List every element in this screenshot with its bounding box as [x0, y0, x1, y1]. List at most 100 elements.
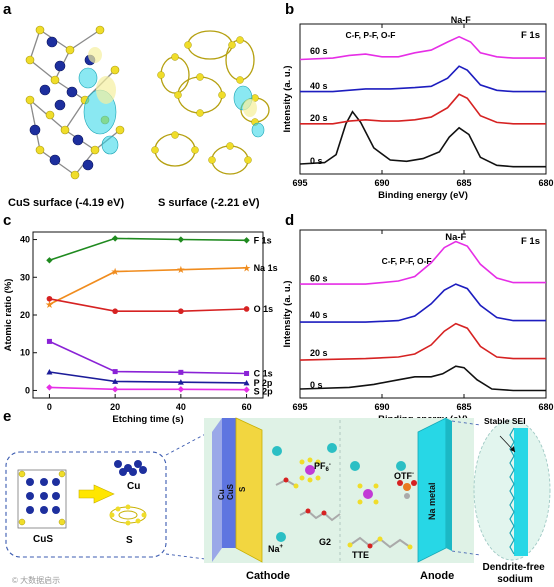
x-tick-label: 680: [538, 402, 553, 412]
inset-cus-label: CuS: [33, 534, 53, 545]
panel-c: c 0 20 40 60 0 10 20 30 40 Etching time (s) Atomic …: [3, 212, 278, 425]
data-point: ★: [45, 300, 54, 311]
x-tick-label: 0: [47, 402, 52, 412]
otf-anion-icon: [397, 480, 417, 499]
series-label: 0 s: [310, 380, 323, 390]
g2-molecule-icon: [299, 508, 341, 522]
x-tick-label: 680: [538, 178, 553, 188]
watermark: © 大数据启示: [12, 575, 60, 585]
panel-e: e CuS Cu: [3, 408, 551, 585]
series-line-60s: [300, 240, 546, 285]
panel-d-label: d: [285, 212, 294, 229]
x-tick-label: 685: [456, 178, 471, 188]
na-ion-icon: [327, 443, 337, 453]
s-surface-caption: S surface (-2.21 eV): [158, 197, 260, 209]
y-tick-label: 0: [25, 385, 30, 395]
s-surface-model: [151, 30, 270, 175]
data-point: [46, 384, 53, 391]
panel-a: a: [3, 1, 270, 209]
series-line-0s: [299, 365, 546, 392]
series-line-O1s: [49, 298, 247, 313]
panel-c-label: c: [3, 212, 11, 229]
data-point: ★: [242, 263, 251, 274]
panel-d: d695690685680Binding energy (eV)Intensit…: [282, 212, 554, 425]
cathode-face-label: S: [238, 486, 247, 492]
panel-e-label: e: [3, 408, 11, 425]
tte-molecule-icon: [347, 536, 413, 550]
x-tick-label: 695: [292, 402, 307, 412]
na-ion-icon: [272, 446, 282, 456]
data-point: ★: [176, 265, 185, 276]
tte-label: TTE: [352, 550, 369, 560]
data-point: ★: [111, 267, 120, 278]
annotation-naf: Na-F: [445, 232, 466, 243]
series-line-0s: [299, 110, 546, 168]
x-tick-label: 690: [374, 178, 389, 188]
x-tick-label: 60: [242, 402, 252, 412]
anode-electrode: Na metal: [417, 417, 452, 563]
data-point: [243, 379, 250, 386]
series-label: 40 s: [310, 310, 328, 320]
series-line-Na1s: [49, 267, 247, 306]
structure-inset: CuS Cu S: [5, 451, 167, 558]
otf-label: OTF-: [394, 471, 414, 481]
series-label: 40 s: [310, 81, 328, 91]
x-tick-label: 20: [110, 402, 120, 412]
na-plus-label: Na+: [268, 544, 284, 554]
cus-surface-caption: CuS surface (-4.19 eV): [8, 197, 124, 209]
dendrite-free-line-2: sodium: [497, 574, 533, 585]
data-point: [244, 370, 250, 376]
plot-frame: [299, 23, 547, 175]
cus-surface-model: [25, 25, 125, 180]
g2-label: G2: [319, 537, 331, 547]
data-point: [178, 308, 184, 315]
pf6-label: PF6-: [314, 461, 331, 473]
dendrite-free-line-1: Dendrite-free: [482, 562, 545, 573]
anode-label: Anode: [420, 570, 454, 582]
series-line-60s: [299, 35, 546, 61]
data-point: [177, 386, 185, 393]
annotation-cf: C-F, P-F, O-F: [345, 30, 395, 40]
na-ion-icon: [276, 532, 286, 542]
series-label: O 1s: [254, 304, 274, 314]
data-point: [46, 295, 53, 302]
electrolyte-species: [272, 443, 417, 550]
y-tick-label: 30: [20, 272, 30, 282]
panel-b: b 695 690 685 680 Binding energy (eV) Intensit…: [282, 1, 554, 201]
arrow-icon: [78, 484, 115, 504]
cathode-electrode: CuCuS S: [212, 417, 263, 563]
series-line-40s: [300, 65, 546, 93]
series-line-S2p: [49, 386, 247, 391]
sei-connector-top: [451, 420, 481, 426]
data-point: [112, 378, 119, 384]
y-axis-label: Atomic ratio (%): [3, 279, 14, 352]
data-point: [177, 379, 184, 385]
pf6-anion-icon: [357, 483, 379, 505]
x-axis-label: Etching time (s): [112, 414, 183, 425]
series-line-20s: [300, 93, 546, 125]
inset-cu-label: Cu: [127, 481, 140, 492]
series-label: 0 s: [310, 156, 323, 166]
na-metal-label: Na metal: [427, 482, 437, 520]
x-tick-label: 685: [456, 402, 471, 412]
panel-b-label: b: [285, 1, 294, 18]
series-line-C1s: [49, 340, 247, 375]
data-point: [177, 236, 185, 243]
y-tick-label: 20: [20, 310, 30, 320]
x-tick-label: 40: [176, 402, 186, 412]
data-point: [46, 368, 53, 375]
y-axis-label: Intensity (a. u.): [282, 65, 293, 132]
pointer-arrow-icon: [510, 446, 515, 452]
corner-label: F 1s: [521, 236, 540, 247]
data-point: [46, 257, 53, 264]
na-ion-icon: [350, 461, 360, 471]
connector-bottom: [165, 553, 214, 561]
data-point: [243, 237, 250, 244]
cathode-label: Cathode: [246, 570, 290, 582]
series-line-20s: [299, 322, 546, 361]
data-point: [111, 235, 119, 242]
series-label: 20 s: [310, 348, 328, 358]
plot-frame: [299, 229, 547, 399]
sei-connector-bottom: [451, 550, 481, 556]
